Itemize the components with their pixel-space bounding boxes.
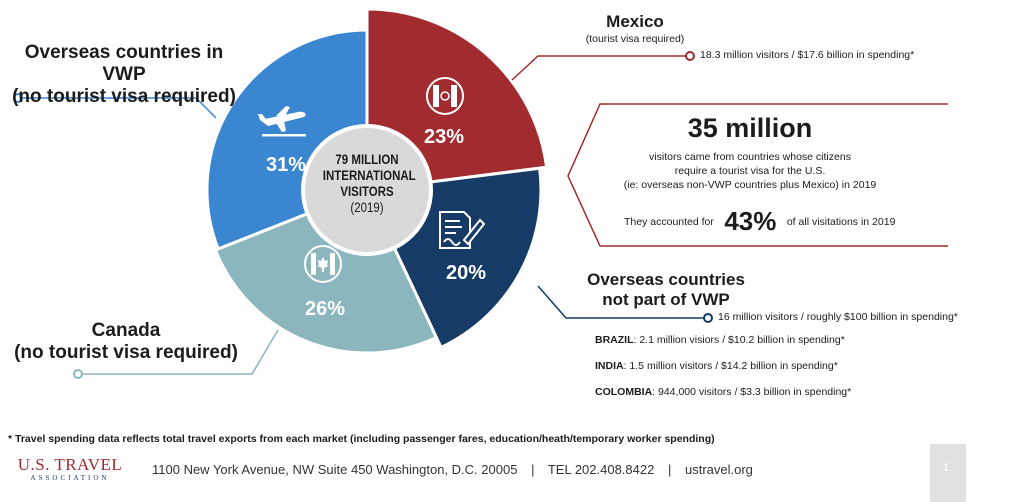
mexico-title: Mexico bbox=[606, 12, 664, 31]
visa-box-line-3: (ie: overseas non-VWP countries plus Mex… bbox=[623, 179, 877, 191]
country-name: INDIA bbox=[595, 360, 624, 372]
non-vwp-title-line-1: Overseas countries bbox=[587, 270, 745, 289]
country-row-brazil: BRAZIL: 2.1 million visiors / $10.2 bill… bbox=[595, 334, 845, 346]
accounted-prefix: They accounted for bbox=[624, 216, 714, 228]
vwp-connector-line bbox=[13, 93, 217, 119]
accounted-suffix: of all visitations in 2019 bbox=[786, 216, 896, 228]
visa-box: 35 million visitors came from countries … bbox=[600, 112, 900, 192]
visa-box-line-1: visitors came from countries whose citiz… bbox=[649, 151, 851, 163]
visa-box-headline: 35 million bbox=[687, 113, 813, 143]
pie-label-mexico: 23% bbox=[424, 126, 465, 148]
canada-connector-line bbox=[73, 329, 279, 379]
non-vwp-connector-line bbox=[537, 285, 713, 323]
mexico-callout: Mexico (tourist visa required) bbox=[560, 12, 710, 46]
pie-label-vwp: 31% bbox=[266, 154, 307, 176]
country-row-colombia: COLOMBIA: 944,000 visitors / $3.3 billio… bbox=[595, 386, 851, 398]
canada-callout-title: Canada (no tourist visa required) bbox=[8, 320, 244, 364]
vwp-title-line-2: (no tourist visa required) bbox=[12, 86, 236, 107]
non-vwp-stat: 16 million visitors / roughly $100 billi… bbox=[718, 311, 958, 323]
footer-address: 1100 New York Avenue, NW Suite 450 Washi… bbox=[152, 462, 518, 477]
vwp-callout-title: Overseas countries in VWP (no tourist vi… bbox=[6, 42, 242, 108]
pie-label-non-vwp: 20% bbox=[446, 262, 487, 284]
pie-label-canada: 26% bbox=[305, 298, 346, 320]
mexico-subtitle: (tourist visa required) bbox=[585, 33, 685, 45]
airplane-icon bbox=[258, 106, 306, 137]
vwp-title-line-1: Overseas countries in VWP bbox=[24, 42, 224, 85]
footer-phone: TEL 202.408.8422 bbox=[547, 462, 655, 477]
visa-document-icon bbox=[439, 211, 486, 249]
mexico-stat: 18.3 million visitors / $17.6 billion in… bbox=[700, 49, 915, 61]
non-vwp-callout-title: Overseas countries not part of VWP bbox=[576, 270, 756, 310]
country-name: BRAZIL bbox=[595, 334, 634, 346]
visa-box-line-2: require a tourist visa for the U.S. bbox=[674, 165, 826, 177]
country-name: COLOMBIA bbox=[595, 386, 653, 398]
center-line-1: 79 MILLION bbox=[335, 152, 399, 167]
country-row-india: INDIA: 1.5 million visitors / $14.2 bill… bbox=[595, 360, 838, 372]
visa-box-frame bbox=[567, 103, 948, 247]
center-year: (2019) bbox=[350, 200, 384, 215]
country-detail: : 944,000 visitors / $3.3 billion in spe… bbox=[652, 386, 852, 398]
ustravel-logo: U.S. TRAVEL ASSOCIATION bbox=[12, 455, 128, 483]
mexico-flag-icon bbox=[426, 77, 464, 115]
footer-separator: | bbox=[531, 462, 535, 477]
logo-main: U.S. TRAVEL bbox=[17, 455, 123, 474]
non-vwp-title-line-2: not part of VWP bbox=[602, 290, 730, 309]
visa-box-accounted: They accounted for 43% of all visitation… bbox=[624, 206, 924, 237]
canada-flag-icon bbox=[304, 245, 342, 283]
footnote: * Travel spending data reflects total tr… bbox=[8, 433, 715, 445]
canada-title-line-1: Canada bbox=[91, 320, 161, 341]
center-line-3: VISITORS bbox=[340, 184, 394, 199]
footer-contact: 1100 New York Avenue, NW Suite 450 Washi… bbox=[152, 462, 753, 477]
mexico-connector-line bbox=[511, 51, 695, 81]
canada-title-line-2: (no tourist visa required) bbox=[14, 342, 238, 363]
footer-website[interactable]: ustravel.org bbox=[684, 462, 753, 477]
footer-separator: | bbox=[667, 462, 672, 477]
center-line-2: INTERNATIONAL bbox=[322, 168, 416, 183]
pie-center-circle bbox=[301, 124, 433, 256]
pie-center-label: 79 MILLION INTERNATIONAL VISITORS (2019) bbox=[322, 152, 416, 216]
accounted-value: 43% bbox=[724, 206, 777, 236]
country-detail: : 2.1 million visiors / $10.2 billion in… bbox=[633, 334, 845, 346]
country-detail: : 1.5 million visitors / $14.2 billion i… bbox=[623, 360, 838, 372]
page-tab bbox=[930, 444, 966, 502]
page-number: 1 bbox=[943, 462, 950, 474]
logo-sub: ASSOCIATION bbox=[30, 474, 110, 482]
